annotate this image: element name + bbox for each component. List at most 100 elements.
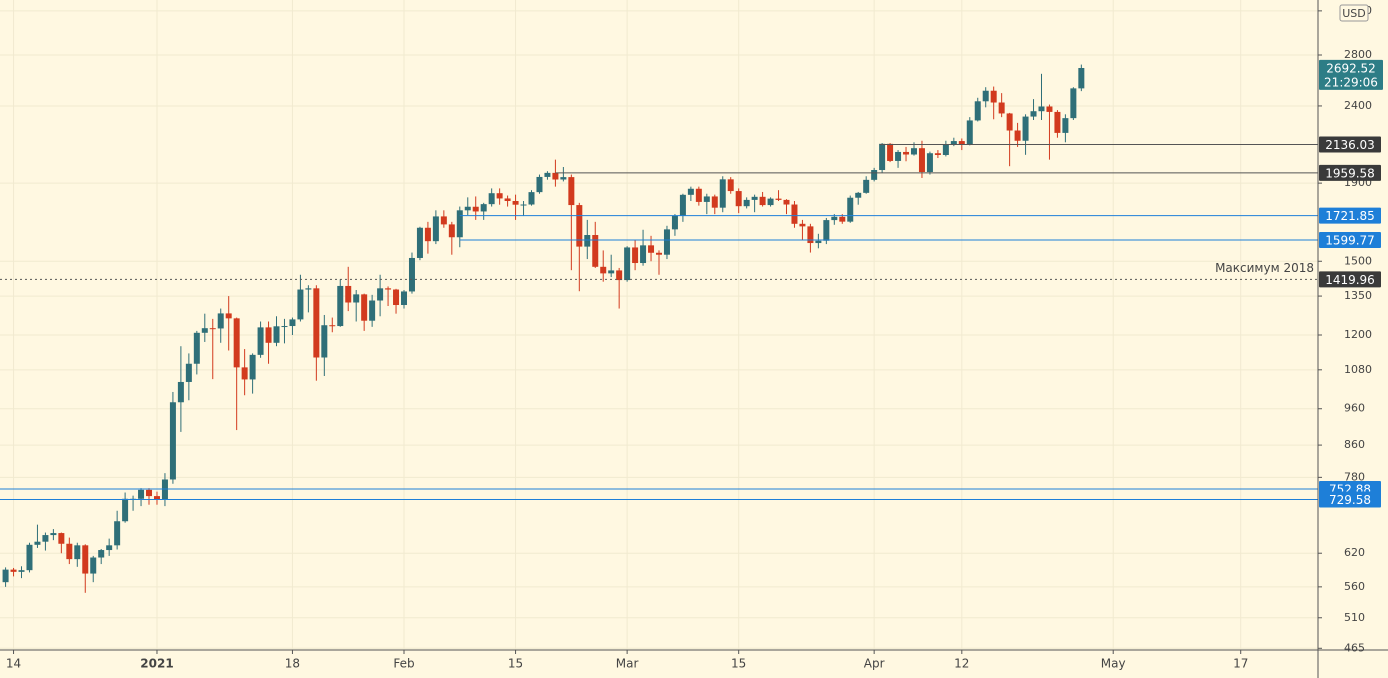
candle-body [257,327,264,355]
candle-body [225,313,232,319]
y-tick-label: 1080 [1344,363,1372,376]
candle-body [217,313,224,329]
candle-body [624,247,631,281]
candle-body [656,252,662,255]
candle-body [536,176,543,193]
y-tick-label: 2800 [1344,48,1372,61]
candle-body [353,294,360,303]
y-tick-label: 510 [1344,611,1365,624]
candle-body [249,354,256,380]
candle-body [863,179,870,193]
candle-body [361,294,368,321]
candle-body [544,172,551,177]
candle-body [640,245,647,264]
candle-body [401,291,408,306]
candle-body [974,101,981,121]
candle-body [169,402,176,480]
candle-body [632,247,639,264]
candle-body [393,289,400,306]
candle-body [839,216,846,222]
candle-body [321,325,328,358]
candle-body [464,206,471,211]
candle-body [799,223,806,227]
candle-body [432,216,439,242]
y-tick-label: 560 [1344,580,1365,593]
candle-body [209,328,216,330]
candle-body [496,193,503,199]
candle-body [273,326,280,343]
candle-body [146,489,153,497]
candle-body [807,226,814,244]
candle-body [871,170,878,180]
price-label-box [1319,207,1381,224]
y-tick-label: 960 [1344,402,1365,415]
candle-body [552,172,559,180]
candle-body [568,177,575,206]
candle-body [58,533,65,544]
candle-body [297,289,304,320]
candle-body [520,204,527,206]
level-annotation: Максимум 2018 [1215,261,1314,275]
candle-body [608,270,615,274]
candle-body [663,229,670,255]
candle-body [727,179,734,192]
candle-body [903,151,910,155]
candle-body [934,153,941,155]
x-tick-label: 18 [285,657,300,671]
candle-body [918,148,925,173]
candle-body [950,141,957,145]
candle-body [193,332,200,364]
candle-body [879,143,886,171]
candle-body [153,496,160,500]
candle-body [671,215,678,230]
candle-body [385,288,392,290]
candle-body [600,266,607,274]
candle-body [942,144,949,155]
candle-body [281,326,288,328]
x-tick-label: 15 [731,657,746,671]
candle-body [743,199,750,207]
candle-body [735,191,742,207]
candle-body [775,198,782,200]
candle-body [648,245,655,253]
candle-body [138,489,145,499]
candle-body [990,90,997,103]
price-label: 1721.85 [1325,209,1375,223]
price-label-box [1319,231,1381,248]
candle-body [687,188,694,195]
candle-body [74,545,81,560]
price-label-box [1319,136,1381,153]
candle-body [1046,106,1053,112]
candle-body [177,381,184,403]
candle-body [82,545,89,574]
candle-body [504,198,511,202]
candle-body [377,288,384,301]
candle-body [472,206,479,212]
candle-body [34,541,41,545]
candle-body [305,288,312,290]
candle-body [185,363,192,382]
candle-body [1070,88,1077,119]
candle-body [584,235,591,247]
candle-body [114,521,121,546]
y-tick-label: 1200 [1344,328,1372,341]
price-label: 2136.03 [1325,138,1375,152]
countdown: 21:29:06 [1324,75,1378,89]
candle-body [982,90,989,102]
candle-body [751,196,758,200]
last-price: 2692.52 [1326,61,1376,75]
candle-body [767,198,774,206]
candle-body [265,327,272,343]
candle-body [448,224,455,238]
candle-body [1078,67,1085,89]
x-tick-label: 14 [6,657,21,671]
candle-body [1054,111,1061,133]
candle-body [783,199,790,205]
candle-body [791,204,798,224]
candle-body [1006,113,1013,131]
candle-body [424,227,431,242]
candle-body [233,318,240,368]
candle-body [759,196,766,206]
candle-body [106,545,113,551]
